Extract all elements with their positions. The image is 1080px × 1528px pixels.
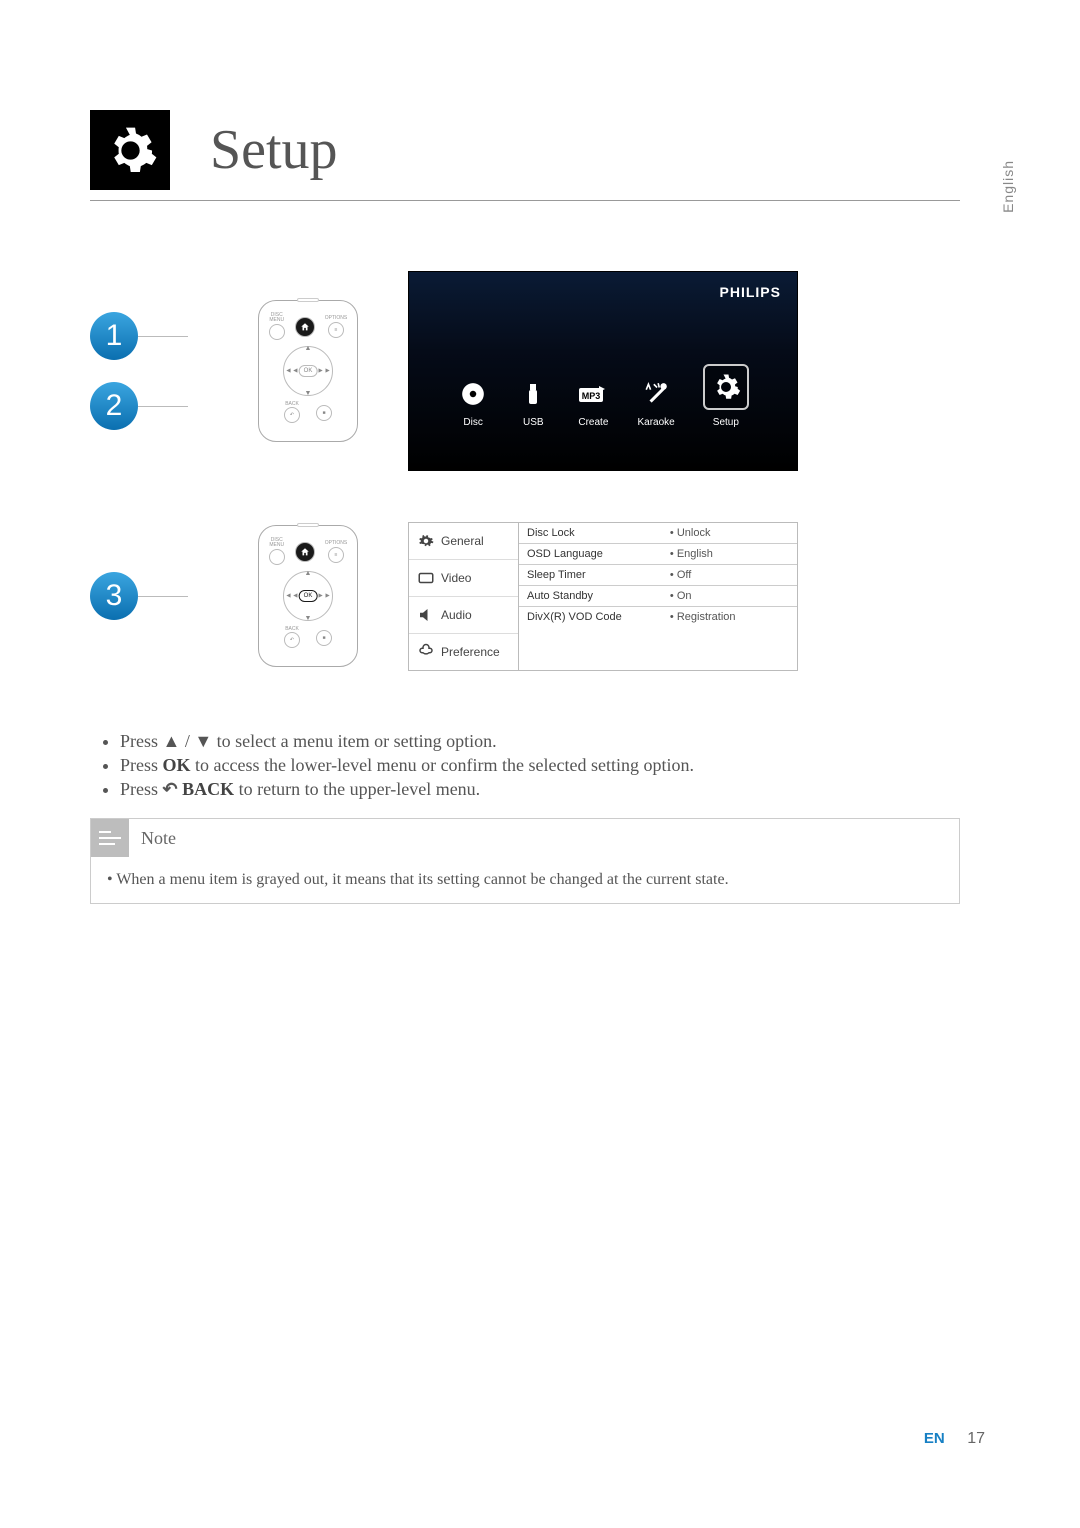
gear-icon <box>703 364 749 410</box>
dpad: OK ▲▼ ◄◄►► <box>283 346 333 396</box>
tab-audio: Audio <box>409 597 518 634</box>
gear-icon <box>90 110 170 190</box>
page-content: Setup 1 2 DISCMENU OPTIONS≡ <box>90 110 960 904</box>
page-footer: EN 17 <box>924 1430 985 1448</box>
setting-row: Sleep Timer• Off <box>519 565 797 586</box>
instruction-item: Press ▲ / ▼ to select a menu item or set… <box>120 731 960 752</box>
step-2-badge: 2 <box>90 382 138 430</box>
home-button <box>295 317 315 337</box>
stop-button: ■ <box>316 405 332 421</box>
disc-icon <box>457 378 489 410</box>
language-tab: English <box>1000 160 1016 213</box>
menu-label: Create <box>578 417 608 428</box>
setting-row: OSD Language• English <box>519 544 797 565</box>
dpad: OK ▲▼ ◄◄►► <box>283 571 333 621</box>
note-body: • When a menu item is grayed out, it mea… <box>91 857 959 903</box>
mp3-icon: MP3 <box>577 378 609 410</box>
diagram-row-2: 3 DISCMENU OPTIONS≡ OK ▲▼ ◄◄►► <box>90 496 960 696</box>
video-icon <box>417 569 435 587</box>
menu-disc: Disc <box>457 378 489 428</box>
leader-line <box>138 596 188 597</box>
instruction-item: Press ↶ BACK to return to the upper-leve… <box>120 779 960 800</box>
home-button <box>295 542 315 562</box>
disc-menu-button <box>269 324 285 340</box>
back-button: ↶ <box>284 632 300 648</box>
instructions-list: Press ▲ / ▼ to select a menu item or set… <box>90 731 960 800</box>
tab-label: Audio <box>441 608 472 622</box>
setting-row: Disc Lock• Unlock <box>519 523 797 544</box>
disc-menu-button <box>269 549 285 565</box>
footer-lang: EN <box>924 1430 945 1447</box>
setting-row: Auto Standby• On <box>519 586 797 607</box>
tab-label: Video <box>441 571 471 585</box>
settings-panel: General Video Audio Preference Disc Lock… <box>408 522 798 671</box>
tv-screen: PHILIPS Disc USB MP3 Create Karaoke <box>408 271 798 471</box>
tab-preference: Preference <box>409 634 518 670</box>
gear-icon <box>417 532 435 550</box>
page-title: Setup <box>210 118 338 182</box>
diagram-row-1: 1 2 DISCMENU OPTIONS≡ OK ▲▼ <box>90 271 960 471</box>
note-icon <box>91 819 129 857</box>
tab-video: Video <box>409 560 518 597</box>
tab-label: Preference <box>441 645 500 659</box>
usb-icon <box>517 378 549 410</box>
audio-icon <box>417 606 435 624</box>
tab-general: General <box>409 523 518 560</box>
note-title: Note <box>141 828 176 849</box>
note-box: Note • When a menu item is grayed out, i… <box>90 818 960 904</box>
menu-karaoke: Karaoke <box>638 378 675 428</box>
menu-label: USB <box>523 417 544 428</box>
page-header: Setup <box>90 110 960 201</box>
options-button: ≡ <box>328 547 344 563</box>
leader-line <box>138 406 188 407</box>
instruction-item: Press OK to access the lower-level menu … <box>120 755 960 776</box>
footer-page-number: 17 <box>967 1430 985 1447</box>
back-button: ↶ <box>284 407 300 423</box>
ok-button: OK <box>299 365 318 377</box>
remote-diagram-2: DISCMENU OPTIONS≡ OK ▲▼ ◄◄►► BACK↶ ■ <box>208 496 408 696</box>
tab-label: General <box>441 534 484 548</box>
menu-setup: Setup <box>703 364 749 428</box>
menu-label: Disc <box>463 417 482 428</box>
karaoke-icon <box>640 378 672 410</box>
disc-menu-label: DISCMENU <box>269 313 284 323</box>
setting-row: DivX(R) VOD Code• Registration <box>519 607 797 627</box>
menu-usb: USB <box>517 378 549 428</box>
options-label: OPTIONS <box>325 316 348 321</box>
pref-icon <box>417 643 435 661</box>
remote-diagram: DISCMENU OPTIONS≡ OK ▲▼ ◄◄►► BACK↶ ■ <box>208 271 408 471</box>
ok-button-highlight: OK <box>299 590 318 602</box>
leader-line <box>138 336 188 337</box>
svg-text:MP3: MP3 <box>582 391 601 401</box>
step-3-badge: 3 <box>90 572 138 620</box>
philips-logo: PHILIPS <box>720 284 781 300</box>
menu-label: Karaoke <box>638 417 675 428</box>
step-1-badge: 1 <box>90 312 138 360</box>
stop-button: ■ <box>316 630 332 646</box>
menu-label: Setup <box>713 417 739 428</box>
menu-create: MP3 Create <box>577 378 609 428</box>
options-button: ≡ <box>328 322 344 338</box>
